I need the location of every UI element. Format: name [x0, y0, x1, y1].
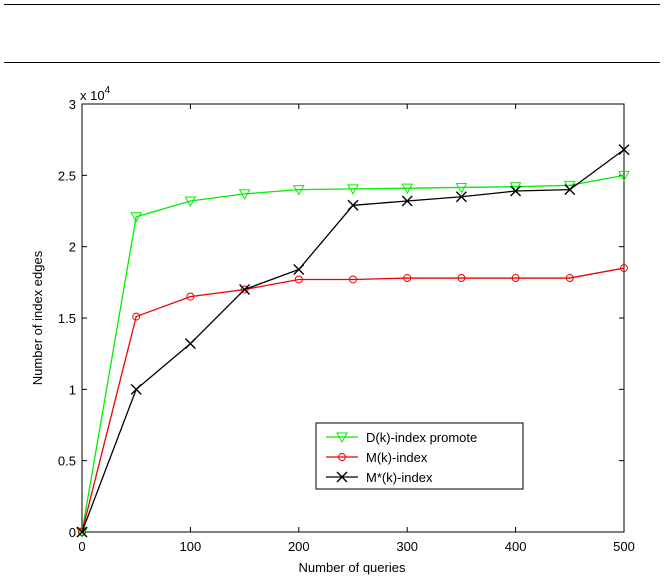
- x-tick-label: 400: [505, 539, 527, 554]
- data-point-stroke: [618, 144, 630, 156]
- legend-entry-2: M*(k)-index: [326, 470, 433, 485]
- legend-label: D(k)-index promote: [366, 430, 477, 445]
- data-point: [238, 189, 251, 200]
- data-point: [455, 191, 467, 203]
- data-point: [563, 180, 576, 192]
- data-point-stroke: [347, 199, 359, 211]
- data-point-stroke: [184, 338, 196, 350]
- data-point: [564, 184, 576, 196]
- data-point-stroke: [239, 283, 251, 295]
- data-point: [347, 199, 359, 211]
- series-line: [81, 267, 625, 533]
- data-point: [184, 338, 196, 350]
- x-tick-label: 300: [396, 539, 418, 554]
- y-axis-multiplier: x 104: [80, 85, 111, 103]
- data-point-stroke: [564, 184, 576, 196]
- data-point-stroke: [76, 526, 88, 538]
- top-rule: [4, 4, 660, 5]
- series-0: [76, 170, 630, 539]
- header-rule: [4, 62, 660, 63]
- legend-label: M(k)-index: [366, 450, 428, 465]
- data-point-stroke: [293, 263, 305, 275]
- data-point: [130, 212, 143, 223]
- x-axis-label: Number of queries: [299, 560, 406, 575]
- legend-swatch-marker-stroke: [336, 471, 348, 483]
- series-line: [81, 174, 625, 533]
- x-tick-label: 100: [180, 539, 202, 554]
- y-tick-label: 2: [69, 240, 76, 255]
- data-point: [130, 383, 142, 395]
- data-point: [510, 185, 522, 197]
- data-point: [184, 196, 197, 208]
- data-point: [294, 275, 303, 284]
- y-tick-label: 2.5: [58, 168, 76, 183]
- data-point: [186, 292, 195, 301]
- y-multiplier-base: x 10: [80, 88, 105, 103]
- data-point: [511, 274, 520, 283]
- data-point: [620, 264, 628, 273]
- legend-swatch-marker: [336, 471, 348, 483]
- y-tick-label: 1.5: [58, 311, 76, 326]
- data-point: [132, 312, 141, 321]
- y-tick-label: 0: [69, 525, 76, 540]
- data-point: [78, 528, 86, 536]
- data-point: [457, 274, 466, 283]
- y-tick-label: 0.5: [58, 454, 76, 469]
- data-point: [239, 283, 251, 295]
- data-point: [349, 275, 357, 284]
- data-point-stroke: [401, 195, 413, 207]
- data-point: [240, 285, 249, 294]
- legend-swatch-marker: [336, 432, 348, 444]
- data-point: [292, 185, 305, 196]
- legend: D(k)-index promote M(k)-index M*(k)-index: [315, 422, 524, 490]
- series-layer: [76, 144, 630, 539]
- y-multiplier-exponent: 4: [105, 85, 111, 96]
- y-tick-label: 1: [69, 382, 76, 397]
- y-tick-label: 3: [69, 97, 76, 112]
- data-point: [403, 274, 412, 283]
- data-point: [509, 182, 522, 193]
- data-point: [455, 182, 468, 194]
- legend-entry-0: D(k)-index promote: [326, 430, 477, 445]
- data-point: [401, 183, 414, 195]
- data-point-stroke: [455, 191, 467, 203]
- data-point: [401, 195, 413, 207]
- legend-entry-1: M(k)-index: [326, 450, 428, 465]
- legend-swatch-marker: [338, 453, 346, 461]
- x-tick-label: 200: [288, 539, 310, 554]
- data-point: [347, 184, 359, 195]
- data-point-stroke: [510, 185, 522, 197]
- series-2: [76, 144, 630, 538]
- data-point: [618, 144, 630, 156]
- data-point: [565, 274, 574, 283]
- legend-box: [315, 422, 524, 490]
- data-point: [76, 526, 88, 538]
- x-tick-label: 0: [78, 539, 85, 554]
- y-axis-label: Number of index edges: [30, 250, 45, 385]
- data-point: [618, 170, 630, 182]
- series-1: [78, 264, 628, 536]
- data-point-stroke: [130, 383, 142, 395]
- x-tick-label: 500: [613, 539, 635, 554]
- data-point: [293, 263, 305, 275]
- legend-label: M*(k)-index: [366, 470, 433, 485]
